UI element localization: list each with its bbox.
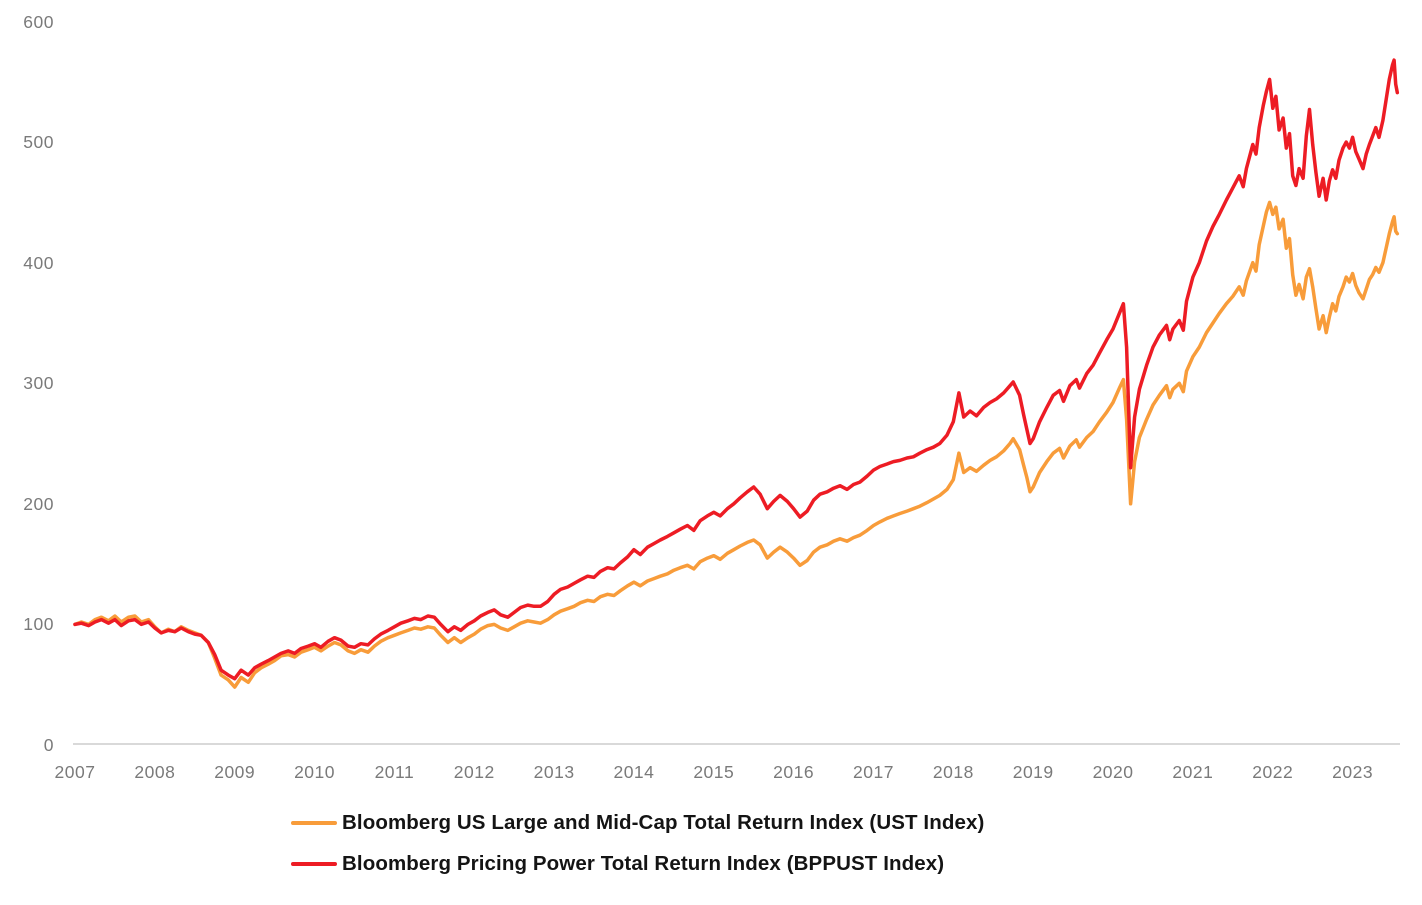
legend: Bloomberg US Large and Mid-Cap Total Ret… <box>291 808 984 890</box>
y-tick-label: 300 <box>23 373 54 394</box>
x-tick-label: 2007 <box>54 762 96 782</box>
legend-item-ust: Bloomberg US Large and Mid-Cap Total Ret… <box>291 808 984 837</box>
x-tick-label: 2010 <box>294 762 336 782</box>
x-tick-label: 2009 <box>214 762 256 782</box>
y-tick-label: 500 <box>23 132 54 153</box>
x-tick-label: 2021 <box>1172 762 1214 782</box>
ust-index-line <box>73 200 1400 689</box>
y-tick-label: 0 <box>43 735 54 755</box>
legend-swatch-ust-line <box>291 820 337 825</box>
x-tick-label: 2023 <box>1332 762 1374 782</box>
x-tick-label: 2022 <box>1252 762 1294 782</box>
bppust-index-line <box>73 58 1400 681</box>
x-tick-label: 2020 <box>1092 762 1134 782</box>
x-tick-label: 2018 <box>932 762 974 782</box>
y-tick-label: 400 <box>23 252 54 273</box>
x-tick-label: 2012 <box>453 762 495 782</box>
legend-label-bppust: Bloomberg Pricing Power Total Return Ind… <box>342 851 945 875</box>
legend-swatch-bppust-line <box>291 861 337 866</box>
y-tick-label: 200 <box>23 493 54 514</box>
x-tick-label: 2013 <box>533 762 575 782</box>
legend-label-ust: Bloomberg US Large and Mid-Cap Total Ret… <box>342 810 985 834</box>
x-tick-label: 2016 <box>773 762 815 782</box>
x-tick-label: 2017 <box>853 762 894 782</box>
y-tick-label: 100 <box>23 614 54 635</box>
legend-item-bppust: Bloomberg Pricing Power Total Return Ind… <box>291 849 984 878</box>
y-tick-label: 600 <box>23 11 54 32</box>
x-tick-label: 2014 <box>613 762 655 782</box>
x-tick-label: 2011 <box>374 762 415 782</box>
x-tick-label: 2019 <box>1012 762 1054 782</box>
x-tick-label: 2015 <box>693 762 735 782</box>
x-tick-label: 2008 <box>134 762 176 782</box>
